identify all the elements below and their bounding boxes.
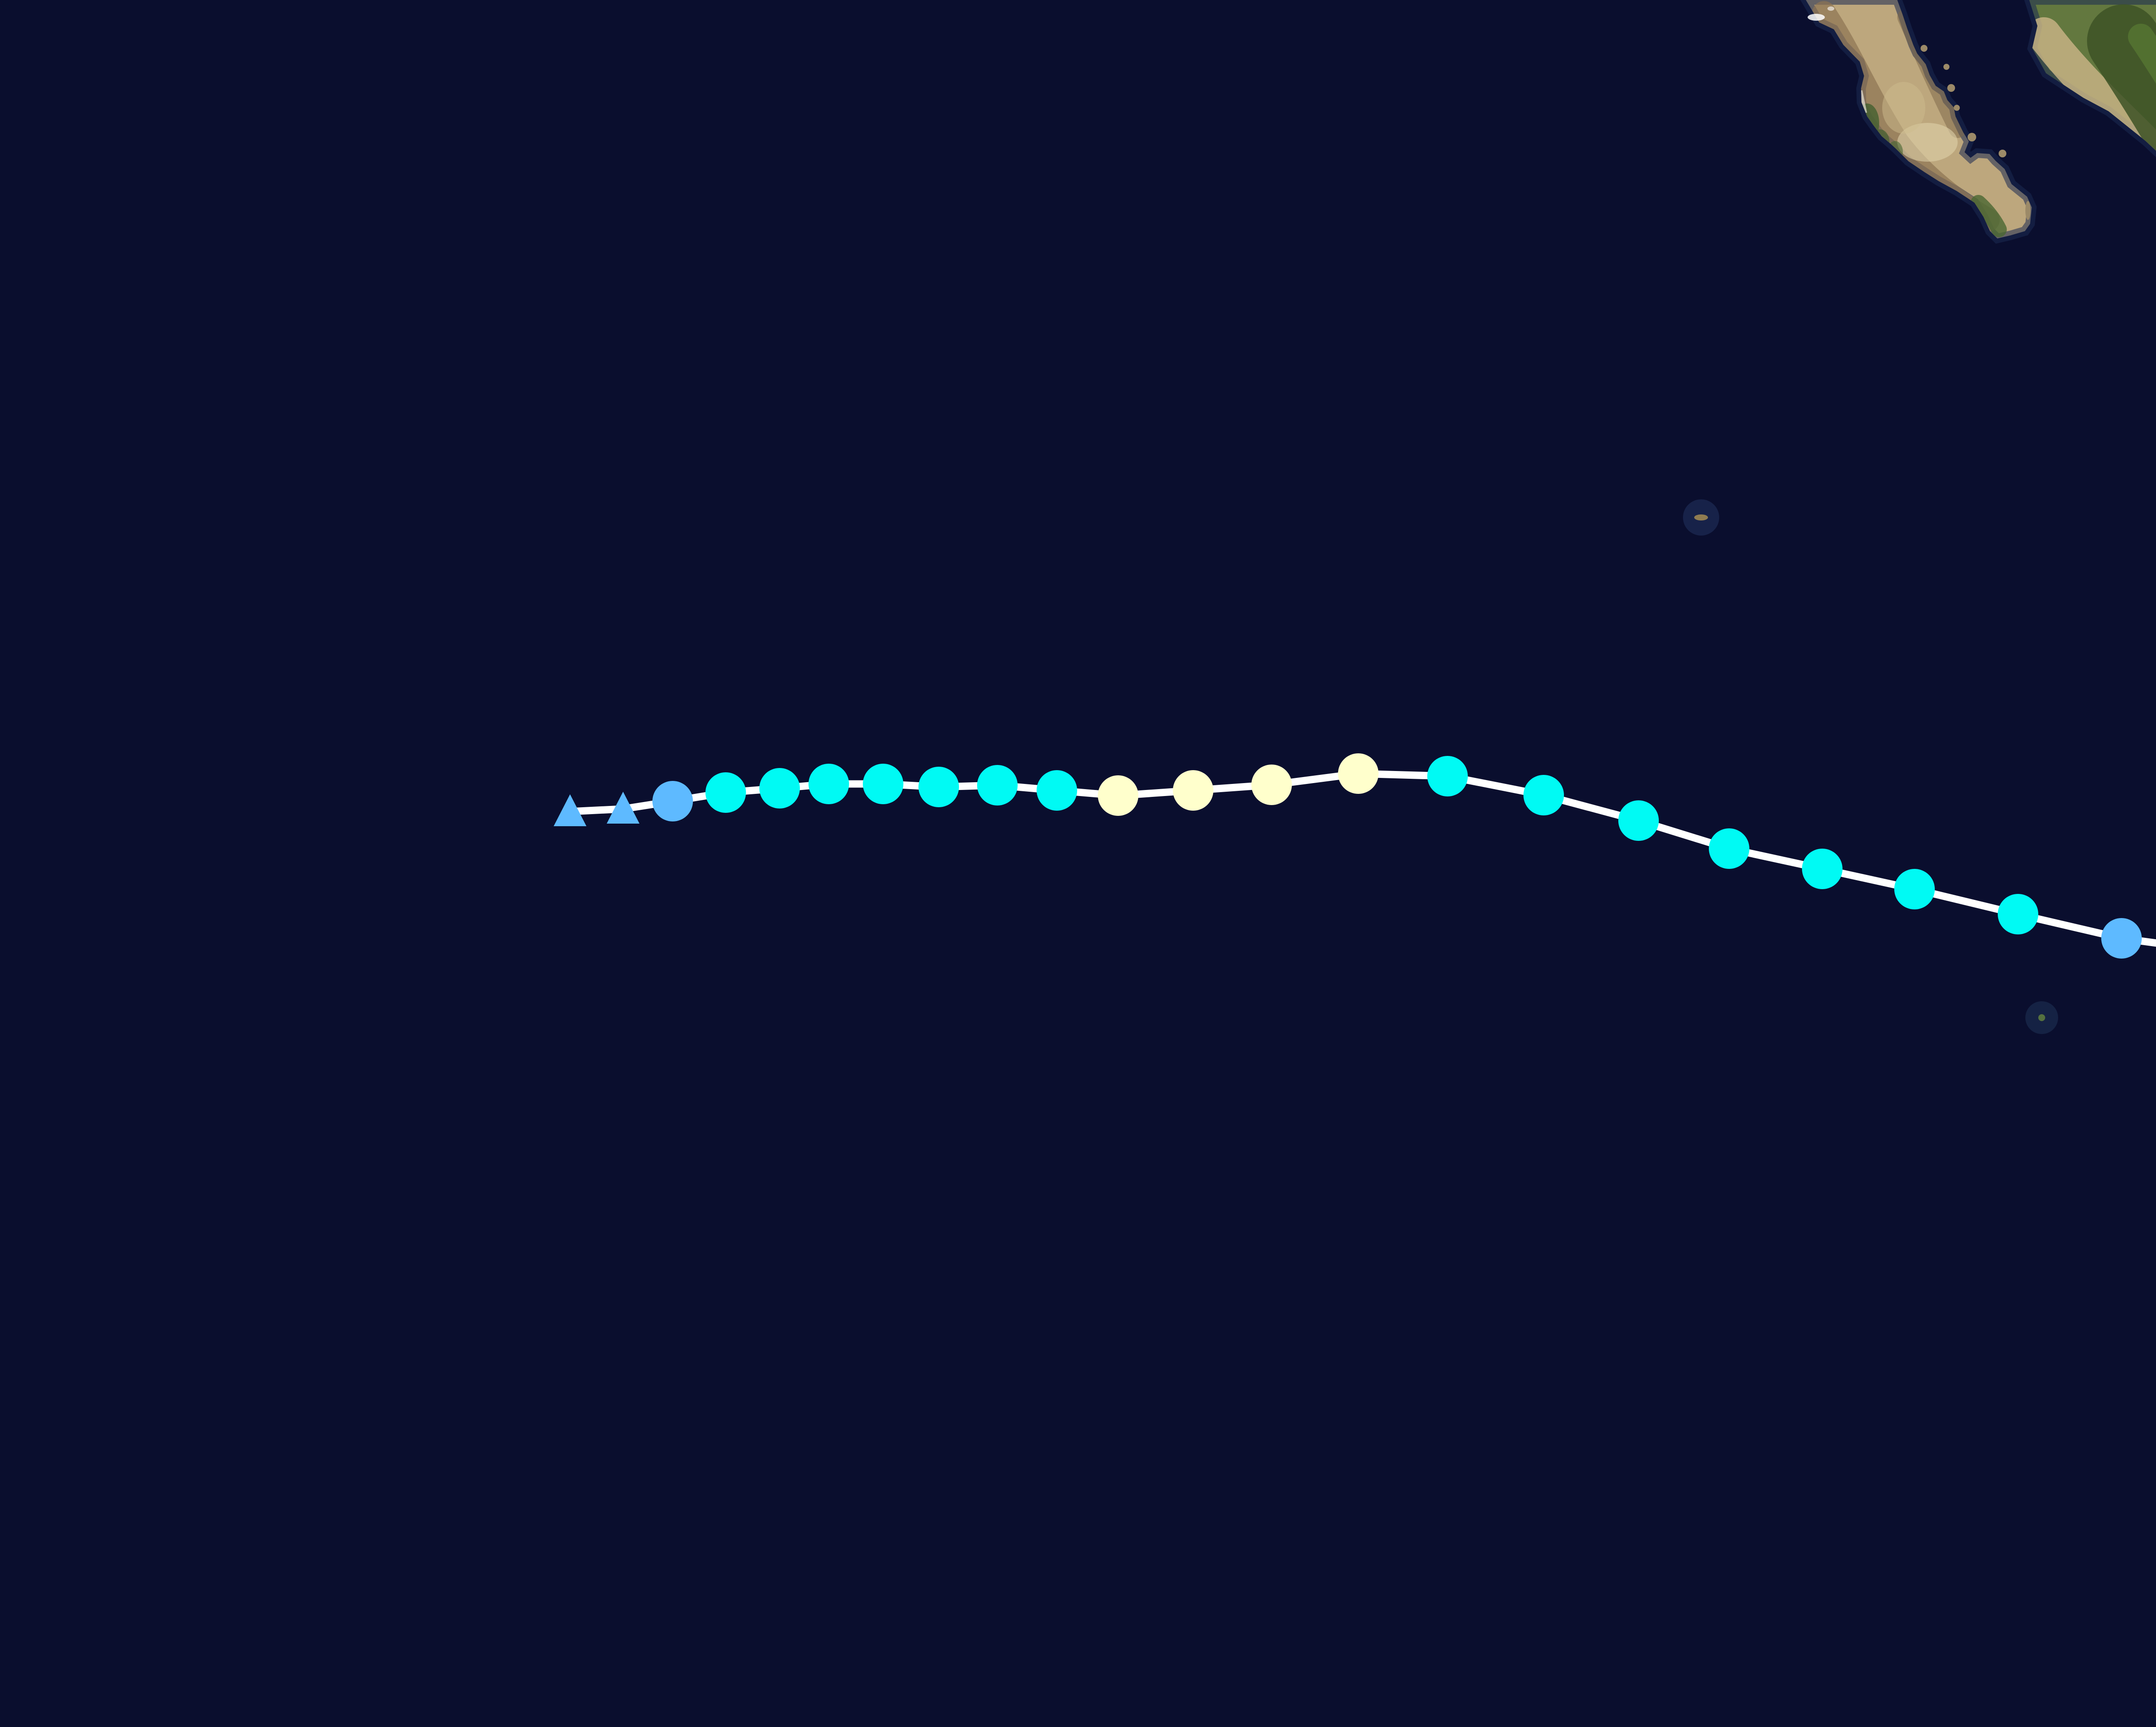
cloud-speck [1808,6,1834,21]
track-marker-tropical-storm [1894,869,1935,909]
track-marker-tropical-storm [759,768,800,809]
track-marker-tropical-storm [1618,800,1659,841]
mainland-terrain-texture [2029,4,2156,515]
track-marker-tropical-storm [1998,894,2038,934]
track-marker-tropical-storm [863,764,903,804]
track-marker-tropical-depression [2101,918,2142,959]
track-marker-category-1 [1338,753,1379,794]
gulf-islands [1921,45,2031,220]
track-marker-category-1 [1098,775,1138,816]
mainland-mexico [2024,0,2156,515]
storm-track [554,753,2156,959]
track-marker-tropical-depression [652,781,693,821]
track-marker-tropical-storm [1523,775,1564,815]
track-marker-category-1 [1251,765,1292,805]
track-marker-tropical-storm [918,767,959,807]
track-marker-triangle-remnant-low [554,794,586,826]
track-marker-tropical-storm [977,765,1018,806]
track-marker-tropical-storm [705,772,746,813]
track-marker-category-1 [1173,770,1213,811]
track-marker-tropical-storm [1427,756,1468,796]
track-marker-triangle-remnant-low [607,792,639,824]
san-benedicto-island [1683,499,1719,536]
track-marker-tropical-storm [808,764,849,804]
track-marker-tropical-storm [1709,828,1749,869]
sierra-la-laguna [1971,195,2007,237]
socorro-island [2025,1001,2058,1034]
track-marker-tropical-storm [1037,770,1077,811]
track-marker-tropical-storm [1802,849,1843,889]
